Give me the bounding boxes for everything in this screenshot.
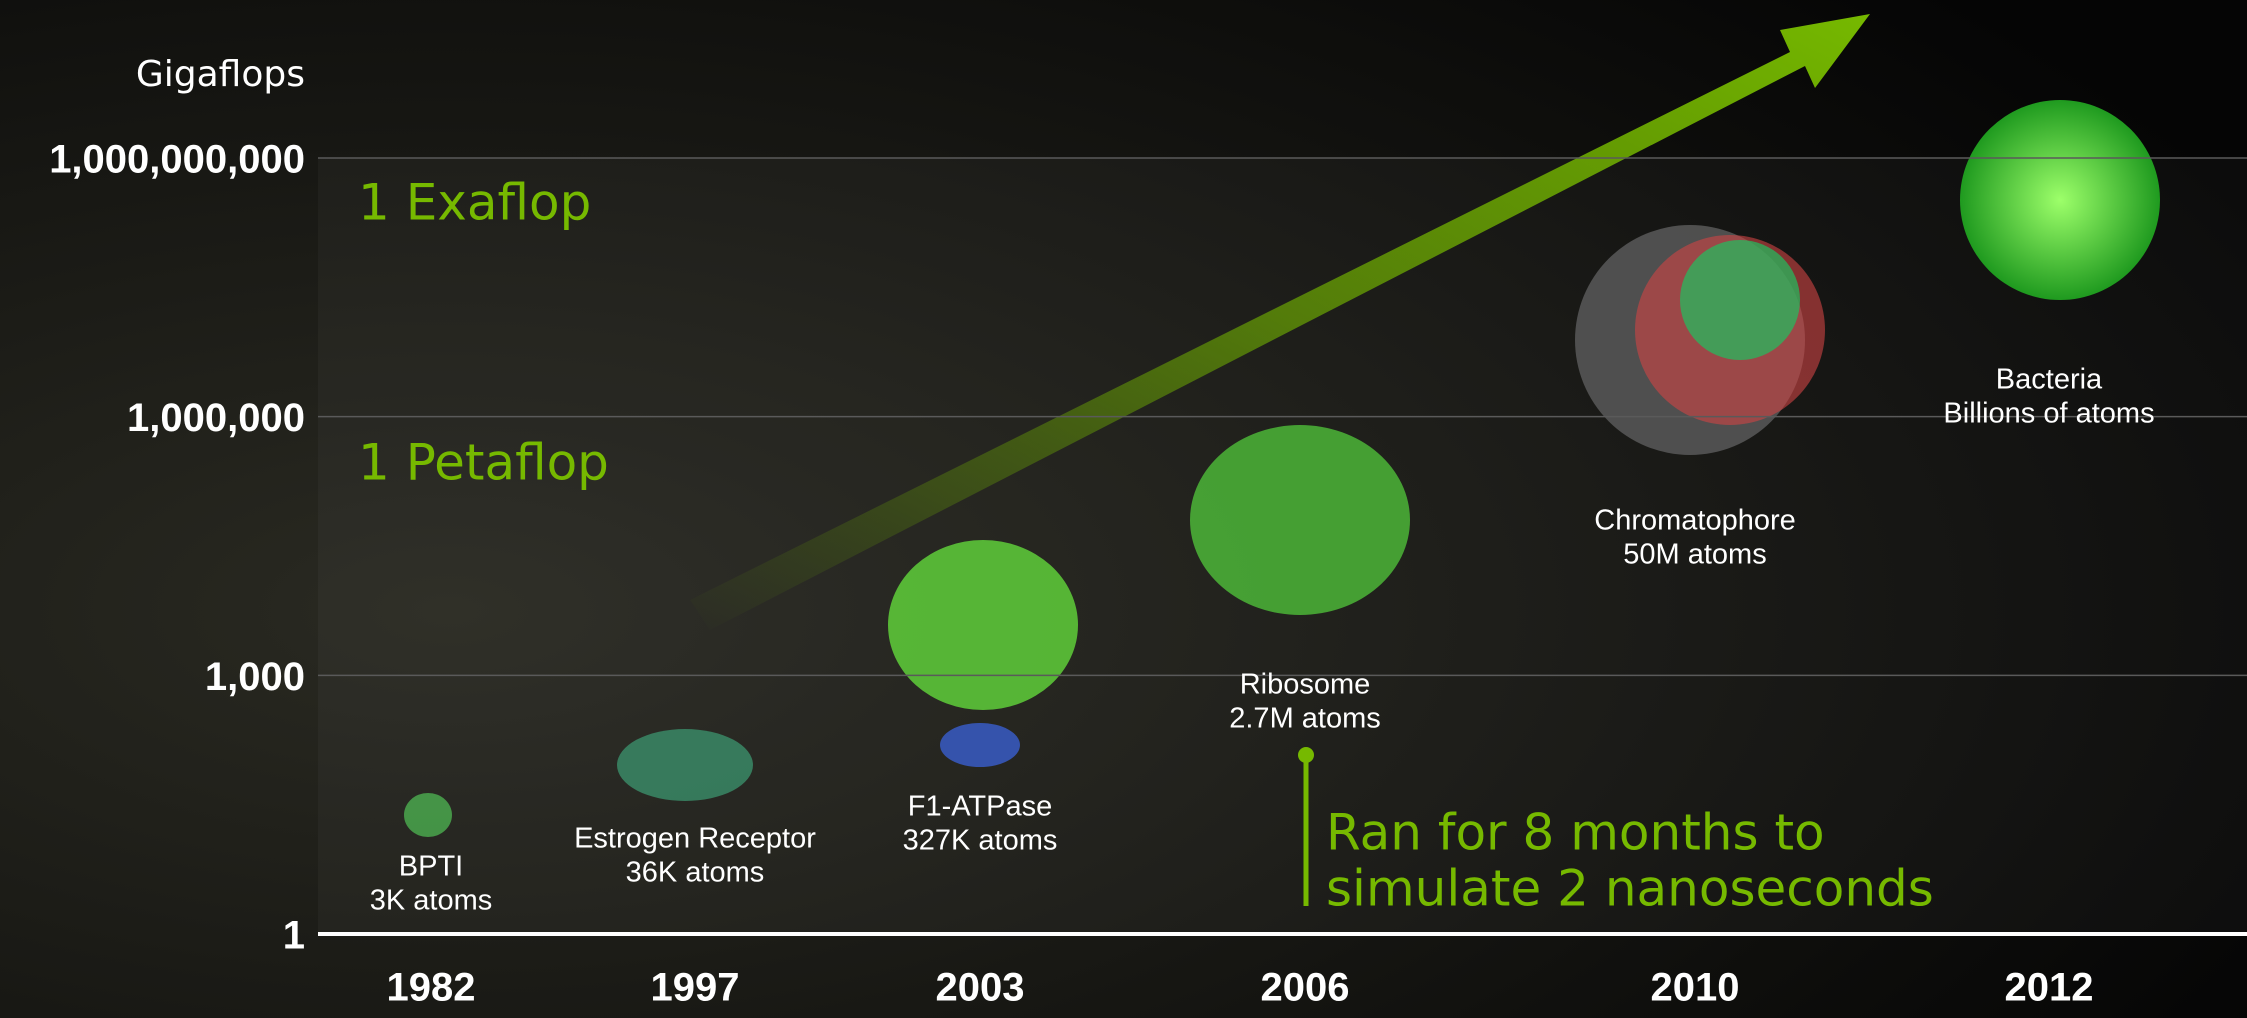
item-size: 327K atoms: [903, 825, 1058, 857]
item-name: Estrogen Receptor: [574, 823, 816, 855]
annotation: 1 Petaflop: [358, 434, 609, 492]
item-name: F1-ATPase: [908, 791, 1053, 823]
x-tick-label: 1982: [387, 966, 476, 1010]
item-size: 50M atoms: [1623, 539, 1766, 571]
y-tick-label: 1,000,000: [127, 396, 305, 440]
item-size: 2.7M atoms: [1229, 703, 1381, 735]
item-name: Bacteria: [1996, 364, 2103, 396]
y-tick-label: 1,000,000,000: [49, 138, 305, 182]
item-size: Billions of atoms: [1943, 398, 2154, 430]
y-tick-label: 1,000: [205, 655, 305, 699]
annotation-dot: [1298, 747, 1314, 763]
x-tick-label: 2010: [1651, 966, 1740, 1010]
annotation: Ran for 8 months to: [1326, 804, 1825, 862]
item-size: 36K atoms: [626, 857, 765, 889]
x-tick-label: 2003: [936, 966, 1025, 1010]
y-tick-label: 1: [283, 914, 305, 958]
slide: Gigaflops 1 Exaflop 1 Petaflop Ran for 8…: [0, 0, 2247, 1018]
x-tick-label: 2006: [1261, 966, 1350, 1010]
annotation: simulate 2 nanoseconds: [1326, 860, 1934, 918]
annotation: 1 Exaflop: [358, 174, 591, 232]
item-name: BPTI: [399, 851, 463, 883]
x-tick-label: 2012: [2005, 966, 2094, 1010]
item-size: 3K atoms: [370, 885, 493, 917]
item-name: Ribosome: [1240, 669, 1371, 701]
item-name: Chromatophore: [1594, 505, 1796, 537]
y-axis-title: Gigaflops: [136, 54, 305, 95]
x-tick-label: 1997: [651, 966, 740, 1010]
